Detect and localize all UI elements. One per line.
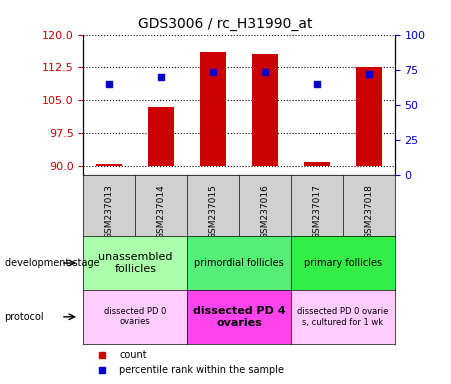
- Text: development stage: development stage: [5, 258, 99, 268]
- Text: GSM237014: GSM237014: [157, 184, 166, 239]
- Point: [261, 70, 268, 76]
- Legend: count, percentile rank within the sample: count, percentile rank within the sample: [88, 346, 288, 379]
- Point: [158, 74, 165, 80]
- Bar: [252, 54, 278, 166]
- Bar: [148, 107, 174, 166]
- Text: dissected PD 0
ovaries: dissected PD 0 ovaries: [104, 307, 166, 326]
- Text: dissected PD 4
ovaries: dissected PD 4 ovaries: [193, 306, 285, 328]
- Bar: [200, 52, 226, 166]
- Point: [365, 71, 373, 77]
- Bar: [356, 68, 382, 166]
- Text: GSM237017: GSM237017: [313, 184, 321, 239]
- Text: primordial follicles: primordial follicles: [194, 258, 284, 268]
- Text: primary follicles: primary follicles: [304, 258, 382, 268]
- Text: GSM237016: GSM237016: [261, 184, 269, 239]
- Point: [209, 70, 216, 76]
- Point: [106, 81, 113, 87]
- Bar: [304, 162, 330, 166]
- Bar: [97, 164, 122, 166]
- Text: protocol: protocol: [5, 312, 44, 322]
- Text: GSM237015: GSM237015: [209, 184, 217, 239]
- Text: GSM237018: GSM237018: [364, 184, 373, 239]
- Point: [313, 81, 320, 87]
- Text: GDS3006 / rc_H31990_at: GDS3006 / rc_H31990_at: [138, 17, 313, 31]
- Text: GSM237013: GSM237013: [105, 184, 114, 239]
- Text: unassembled
follicles: unassembled follicles: [98, 252, 173, 274]
- Text: dissected PD 0 ovarie
s, cultured for 1 wk: dissected PD 0 ovarie s, cultured for 1 …: [297, 307, 388, 326]
